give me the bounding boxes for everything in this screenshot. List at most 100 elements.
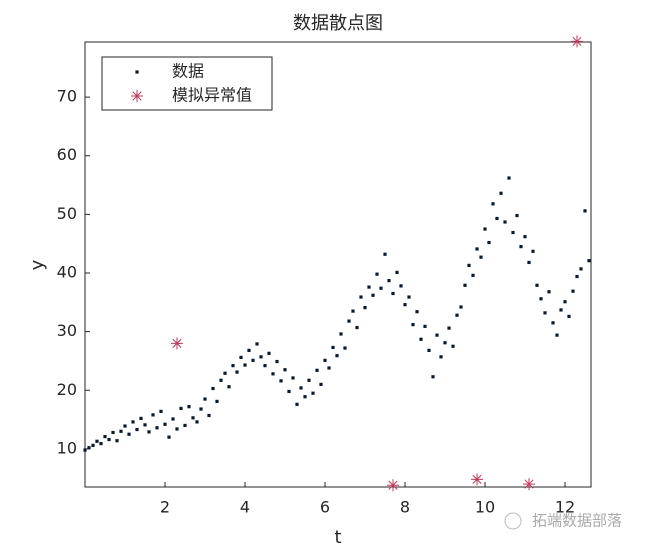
data-point <box>339 332 343 336</box>
data-point <box>311 391 315 395</box>
data-point <box>427 348 431 352</box>
data-point <box>331 345 335 350</box>
data-point <box>439 355 443 359</box>
data-point <box>515 213 519 218</box>
data-point <box>447 326 451 330</box>
data-point <box>251 358 255 362</box>
data-point <box>215 399 219 404</box>
data-point <box>163 422 167 426</box>
watermark-icon <box>504 512 522 530</box>
data-point <box>451 344 455 348</box>
data-point <box>567 314 571 318</box>
data-point <box>523 235 527 239</box>
data-point <box>95 439 99 443</box>
data-point <box>575 274 579 279</box>
y-tick-label: 70 <box>57 87 77 106</box>
data-point <box>315 368 319 372</box>
data-point <box>155 426 159 430</box>
data-point <box>171 337 183 350</box>
data-point <box>295 402 299 406</box>
y-tick-label: 60 <box>57 145 77 164</box>
x-tick-label: 10 <box>475 498 495 517</box>
data-point <box>527 260 531 265</box>
data-point <box>463 283 467 287</box>
data-point <box>175 427 179 431</box>
data-point <box>223 371 227 375</box>
data-point <box>287 389 291 394</box>
data-point <box>179 406 183 411</box>
data-point <box>411 322 415 327</box>
data-point <box>531 249 535 253</box>
data-point <box>191 416 195 420</box>
data-point <box>227 385 231 389</box>
data-point <box>99 442 103 446</box>
data-point <box>259 355 263 359</box>
data-point <box>335 354 339 358</box>
data-point <box>103 434 107 439</box>
y-axis-label: y <box>27 259 48 270</box>
data-point <box>267 351 271 355</box>
data-point <box>571 35 583 48</box>
x-tick-label: 8 <box>400 498 410 517</box>
data-point <box>159 409 163 413</box>
data-point <box>183 423 187 428</box>
data-point <box>571 289 575 293</box>
y-tick-label: 10 <box>57 438 77 457</box>
data-point <box>299 386 303 390</box>
data-point <box>519 245 523 249</box>
data-point <box>255 342 259 346</box>
plot-area <box>84 41 592 488</box>
data-point <box>535 283 539 287</box>
data-point <box>351 309 355 313</box>
data-point <box>323 358 327 362</box>
data-point <box>387 479 399 492</box>
x-tick-label: 2 <box>160 498 170 517</box>
data-point <box>543 311 547 315</box>
data-point <box>219 378 223 382</box>
data-point <box>551 321 555 325</box>
data-point <box>279 379 283 383</box>
data-point <box>171 417 175 421</box>
data-point <box>395 270 399 275</box>
data-point <box>271 372 275 376</box>
data-point <box>151 413 155 417</box>
data-point <box>503 220 507 224</box>
data-point <box>139 416 143 421</box>
data-point <box>87 446 91 450</box>
legend-label: 数据 <box>172 62 204 81</box>
data-point <box>511 230 515 235</box>
legend-marker <box>131 90 143 102</box>
data-point <box>135 427 139 432</box>
data-point <box>123 424 127 428</box>
y-tick-label: 40 <box>57 263 77 282</box>
data-point <box>243 363 247 367</box>
data-point <box>343 346 347 350</box>
data-point <box>583 209 587 213</box>
data-point <box>319 382 323 386</box>
data-point <box>147 430 151 434</box>
data-point <box>291 376 295 380</box>
data-point <box>91 443 95 447</box>
data-point <box>559 308 563 312</box>
x-tick-label: 12 <box>555 498 575 517</box>
watermark: 拓端数据部落 <box>532 512 622 530</box>
data-point <box>83 448 87 452</box>
data-point <box>499 191 503 195</box>
data-point <box>399 284 403 288</box>
data-point <box>203 397 207 401</box>
y-tick-label: 50 <box>57 204 77 223</box>
data-point <box>475 247 479 251</box>
data-point <box>367 285 371 289</box>
data-point <box>383 252 387 256</box>
data-point <box>379 286 383 290</box>
data-point <box>327 366 331 370</box>
data-point <box>239 355 243 360</box>
data-point <box>275 359 279 364</box>
data-point <box>467 263 471 267</box>
data-point <box>303 395 307 399</box>
data-point <box>491 202 495 206</box>
chart-title: 数据散点图 <box>293 13 383 34</box>
data-point <box>167 435 171 439</box>
data-point <box>199 407 203 411</box>
